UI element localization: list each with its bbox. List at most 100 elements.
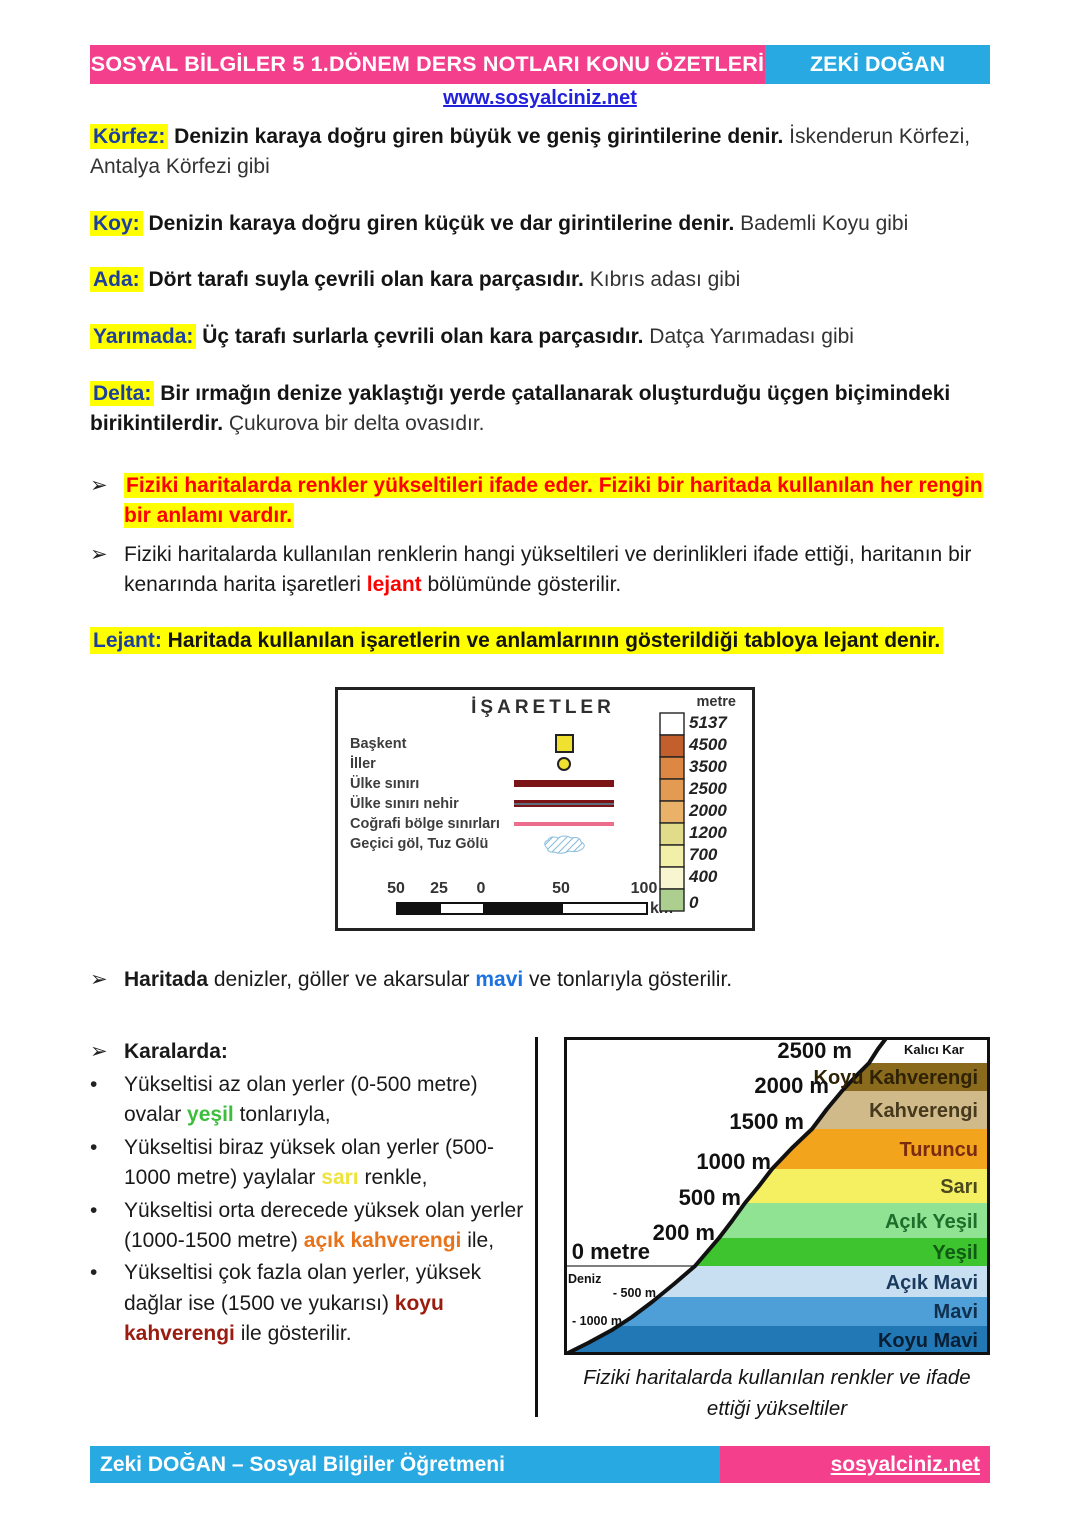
list-item: • Yükseltisi çok fazla olan yerler, yüks…	[90, 1258, 535, 1349]
note-text: Fiziki haritalarda kullanılan renklerin …	[124, 542, 972, 596]
definition-yarimada: Yarımada: Üç tarafı surlarla çevrili ola…	[90, 322, 990, 352]
definition-koy: Koy: Denizin karaya doğru giren küçük ve…	[90, 209, 990, 239]
site-link[interactable]: www.sosyalciniz.net	[443, 87, 637, 109]
definition-example: Bademli Koyu gibi	[734, 211, 909, 235]
karalarda-section: ➢ Karalarda: • Yükseltisi az olan yerler…	[90, 1037, 990, 1425]
elevation-value: 3500	[689, 757, 727, 776]
region-border-line-icon	[510, 821, 618, 826]
definition-text: Haritada kullanılan işaretlerin ve anlam…	[161, 629, 941, 653]
band-label: Kahverengi	[869, 1100, 978, 1122]
document-title: SOSYAL BİLGİLER 5 1.DÖNEM DERS NOTLARI K…	[90, 45, 765, 84]
mountain-slope-curve	[564, 1037, 889, 1356]
definition-text: Dört tarafı suyla çevrili olan kara parç…	[142, 268, 584, 292]
legend-row: Geçici göl, Tuz Gölü	[350, 834, 638, 854]
legend-title: İŞARETLER	[471, 696, 615, 718]
country-border-line-icon	[510, 780, 618, 788]
vertical-divider	[535, 1037, 538, 1418]
elevation-value: 0	[689, 893, 699, 912]
legend-row: Coğrafi bölge sınırları	[350, 814, 638, 834]
depth-label: - 1000 m	[572, 1314, 622, 1328]
elevation-label: 200 m	[653, 1220, 715, 1245]
capital-square-icon	[510, 734, 618, 754]
elevation-value: 1200	[689, 823, 727, 842]
arrow-bullet-icon: ➢	[90, 542, 108, 566]
elevation-value: 400	[688, 867, 718, 886]
term-highlight: Yarımada:	[90, 324, 197, 350]
elevation-label: 2000 m	[754, 1073, 829, 1098]
definition-example: Datça Yarımadası gibi	[643, 325, 854, 349]
scale-bar	[396, 902, 648, 916]
figure-caption: Fiziki haritalarda kullanılan renkler ve…	[583, 1366, 971, 1421]
elevation-value: 4500	[688, 735, 727, 754]
lejant-definition: Lejant: Haritada kullanılan işaretlerin …	[90, 626, 990, 656]
dot-bullet-icon: •	[90, 1261, 98, 1285]
dot-bullet-icon: •	[90, 1135, 98, 1159]
elevation-color-scale: 5137 4500 3500 2500 2000 1200 700 400 0	[659, 712, 728, 912]
note-lejant-location: ➢ Fiziki haritalarda kullanılan renkleri…	[90, 540, 990, 601]
elevation-value: 2500	[688, 779, 727, 798]
author-name: ZEKİ DOĞAN	[765, 45, 990, 84]
elevation-value: 5137	[689, 713, 728, 732]
list-item: • Yükseltisi orta derecede yüksek olan y…	[90, 1196, 535, 1257]
band-label: Açık Mavi	[886, 1272, 978, 1294]
scale-label: 50	[387, 879, 405, 897]
definition-text: Bir ırmağın denize yaklaştığı yerde çata…	[90, 382, 951, 435]
definition-example: Çukurova bir delta ovasıdır.	[223, 411, 485, 435]
legend-row-label: Ülke sınırı nehir	[350, 795, 459, 812]
footer-bar: Zeki DOĞAN – Sosyal Bilgiler Öğretmeni s…	[90, 1446, 990, 1483]
band-label: Açık Yeşil	[885, 1211, 978, 1233]
legend-row: Ülke sınırı	[350, 774, 638, 794]
band-label: Koyu Kahverengi	[814, 1067, 978, 1089]
country-border-river-line-icon	[510, 800, 618, 808]
term-highlight: Lejant:	[93, 629, 162, 653]
keyword-yesil: yeşil	[187, 1103, 234, 1127]
map-legend-figure: İŞARETLER metre Başkent İller Ülke sınır…	[335, 686, 755, 931]
band-label: Kalıcı Kar	[904, 1042, 964, 1057]
arrow-bullet-icon: ➢	[90, 473, 108, 497]
scale-label: 100	[630, 879, 658, 897]
keyword-sari: sarı	[321, 1166, 359, 1190]
note-haritada: ➢ Haritada denizler, göller ve akarsular…	[90, 965, 990, 995]
legend-rows: Başkent İller Ülke sınırı Ülke sınırı ne…	[350, 734, 638, 854]
site-link-row: www.sosyalciniz.net	[90, 87, 990, 110]
definition-korfez: Körfez: Denizin karaya doğru giren büyük…	[90, 122, 990, 182]
diagram-border	[564, 1037, 990, 1356]
list-item: • Yükseltisi biraz yüksek olan yerler (5…	[90, 1133, 535, 1194]
karalarda-heading: ➢ Karalarda:	[90, 1037, 535, 1067]
arrow-bullet-icon: ➢	[90, 967, 108, 991]
note-text: ve tonlarıyla gösterilir.	[523, 967, 733, 991]
term-highlight: Koy:	[90, 210, 143, 236]
legend-row-label: Başkent	[350, 735, 407, 752]
legend-row-label: İller	[350, 755, 376, 772]
band-label: Turuncu	[899, 1139, 978, 1161]
karalarda-text: ➢ Karalarda: • Yükseltisi az olan yerler…	[90, 1037, 535, 1425]
elevation-label: 500 m	[679, 1185, 741, 1210]
note-text: bölümünde gösterilir.	[421, 573, 622, 596]
footer-site-link[interactable]: sosyalciniz.net	[830, 1452, 980, 1476]
footer-author: Zeki DOĞAN – Sosyal Bilgiler Öğretmeni	[90, 1446, 720, 1483]
temporary-lake-icon	[510, 834, 618, 854]
band-label: Mavi	[934, 1301, 978, 1323]
definition-delta: Delta: Bir ırmağın denize yaklaştığı yer…	[90, 379, 990, 439]
band-label: Sarı	[940, 1176, 978, 1198]
scale-bar-labels: 50 25 0 50 100	[366, 880, 666, 898]
elevation-label: 1500 m	[729, 1109, 804, 1134]
definition-text: Üç tarafı surlarla çevrili olan kara par…	[196, 325, 644, 349]
keyword-lejant: lejant	[366, 573, 422, 596]
band-label: Yeşil	[932, 1242, 978, 1264]
keyword-koyu-kahverengi: koyu kahverengi	[124, 1291, 444, 1346]
definition-text: Denizin karaya doğru giren büyük ve geni…	[168, 125, 784, 148]
definition-text: Denizin karaya doğru giren küçük ve dar …	[142, 211, 735, 235]
elevation-value: 700	[689, 845, 718, 864]
band-label: Koyu Mavi	[878, 1330, 978, 1352]
legend-row: Ülke sınırı nehir	[350, 794, 638, 814]
elevation-diagram-figure: Kalıcı Kar Koyu Kahverengi Kahverengi Tu…	[564, 1037, 990, 1425]
legend-row-label: Coğrafi bölge sınırları	[350, 815, 500, 832]
definition-ada: Ada: Dört tarafı suyla çevrili olan kara…	[90, 265, 990, 295]
depth-label: - 500 m	[613, 1286, 656, 1300]
keyword-acik-kahverengi: açık kahverengi	[303, 1228, 462, 1252]
scale-label: 0	[476, 879, 486, 897]
province-circle-icon	[510, 756, 618, 771]
mountain-sky	[564, 1037, 887, 1356]
note-text: Haritada	[124, 967, 209, 991]
